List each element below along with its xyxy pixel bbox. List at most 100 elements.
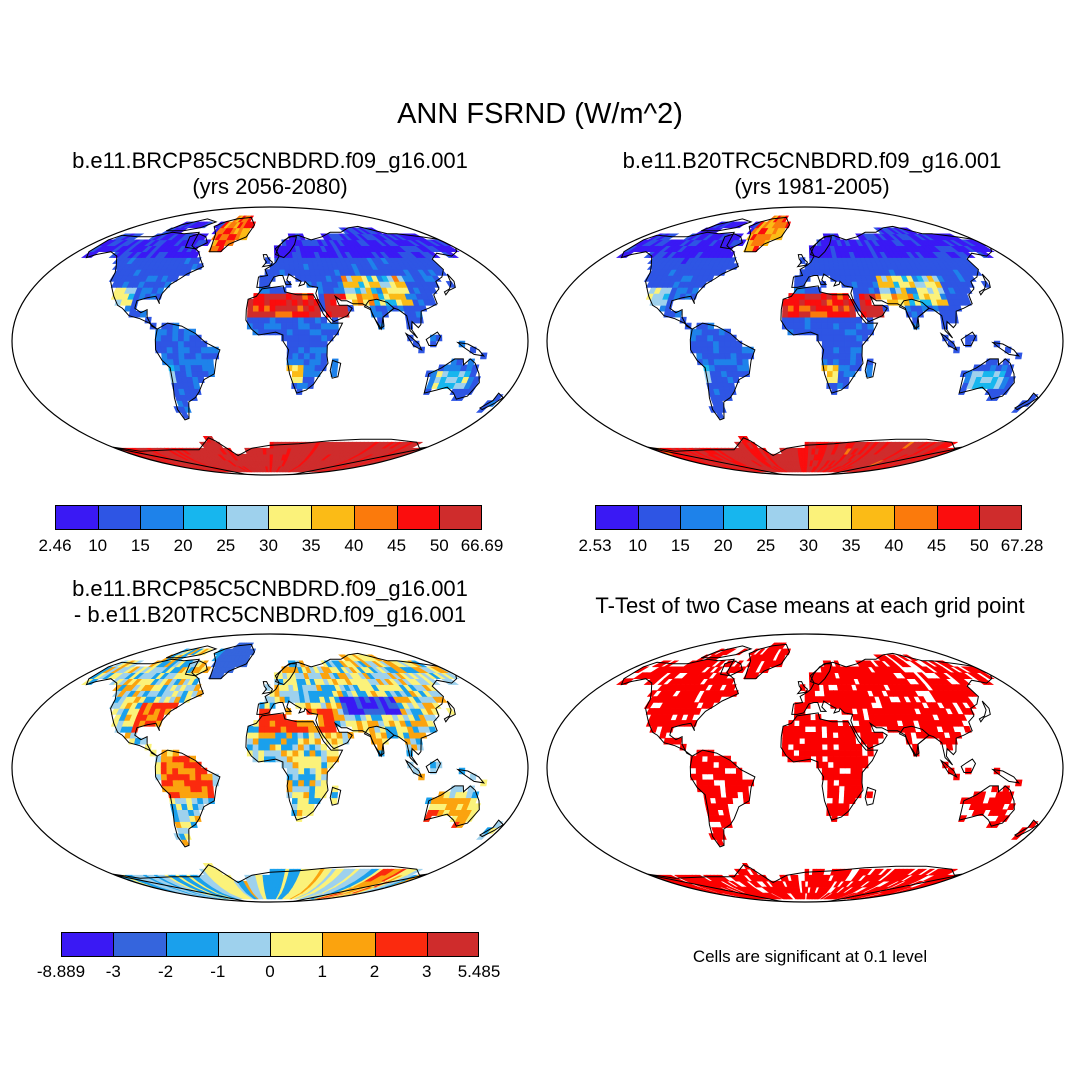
grid-cell [703,797,712,804]
grid-cell [991,785,999,793]
coastline-arcticIs [166,218,218,232]
grid-cell [298,340,305,348]
grid-cell [258,316,265,324]
grid-cell [856,346,863,354]
grid-cell [725,364,733,372]
grid-cell [856,334,863,342]
main-title: ANN FSRND (W/m^2) [397,98,683,130]
grid-cell [810,310,817,318]
grid-cell [719,358,727,366]
coastline-africa [780,285,879,394]
grid-cell [154,340,162,348]
coastline-southAmerica [689,322,756,421]
grid-cell [178,358,186,366]
grid-cell [315,755,322,763]
grid-cell [838,316,846,324]
grid-cell [782,305,789,312]
grid-cell [180,412,190,419]
grid-cell [838,749,846,757]
grid-cell [695,340,703,348]
grid-cell [801,447,806,455]
grid-cell [292,310,299,318]
grid-cell [695,755,703,763]
grid-cell [787,749,794,757]
grid-cell [381,737,389,745]
grid-cell [730,263,739,270]
coastline-scandinavia [809,236,833,259]
grid-cell [855,358,863,366]
grid-cell [195,690,204,697]
grid-cell [269,732,276,739]
grid-cell [190,358,197,366]
grid-cell [172,334,179,342]
grid-cell [837,732,845,739]
grid-cell [269,293,276,300]
grid-cell [296,293,304,300]
grid-cell [292,779,299,787]
grid-cell [731,791,739,799]
grid-cell [166,328,174,336]
grid-cell [702,358,710,366]
grid-cell [701,328,709,336]
grid-cell [269,714,276,721]
grid-cell [850,346,857,354]
grid-cell [262,874,268,882]
grid-cell [304,334,311,342]
grid-cell [302,299,310,306]
grid-cell [326,749,334,757]
grid-cell [308,732,316,739]
grid-cell [269,299,276,306]
grid-cell [332,322,339,330]
grid-cell [280,293,287,300]
grid-cell [856,761,863,769]
map-frame [11,206,529,476]
grid-cell [832,299,839,306]
grid-cell [206,352,214,360]
grid-cell [298,773,305,781]
coastline-scandinavia [274,236,298,259]
grid-cell [799,720,806,727]
coastline-southAmerica [154,322,221,421]
grid-cell [303,316,311,324]
grid-cell [307,293,315,300]
grid-cell [314,737,322,745]
grid-cell [844,749,852,757]
grid-cell [172,340,179,348]
panel-title-ttest: T-Test of two Case means at each grid po… [540,593,1080,619]
grid-cell [246,743,254,751]
grid-cell [837,299,845,306]
grid-cell [309,346,317,354]
grid-cell [320,322,328,330]
grid-cell [849,737,857,745]
grid-cell [821,761,829,769]
grid-cell [942,441,958,449]
grid-cell [309,316,316,324]
grid-cell [701,334,708,342]
grid-cell [331,364,339,372]
grid-cell [725,358,732,366]
grid-cell [258,322,265,330]
grid-cell [292,364,299,372]
grid-cell [707,328,714,336]
grid-cell [715,412,725,419]
grid-cell [190,785,197,793]
grid-cell [303,785,311,793]
grid-cell [838,773,846,781]
grid-cell [292,328,299,336]
grid-cell [724,352,732,360]
grid-cell [298,322,305,330]
grid-cell [855,322,863,330]
grid-cell [264,726,271,733]
grid-cell [172,773,179,781]
grid-cell [725,791,733,799]
grid-cell [788,299,795,306]
panel-title-case2-line1: b.e11.B20TRC5CNBDRD.f09_g16.001 [622,148,1002,173]
grid-cell [804,749,812,757]
grid-cell [956,702,967,709]
grid-cell [315,352,322,360]
grid-cell [407,868,423,876]
grid-cell [307,299,315,306]
coastline-japan [978,273,991,296]
grid-cell [837,376,845,383]
grid-cell [195,358,203,366]
